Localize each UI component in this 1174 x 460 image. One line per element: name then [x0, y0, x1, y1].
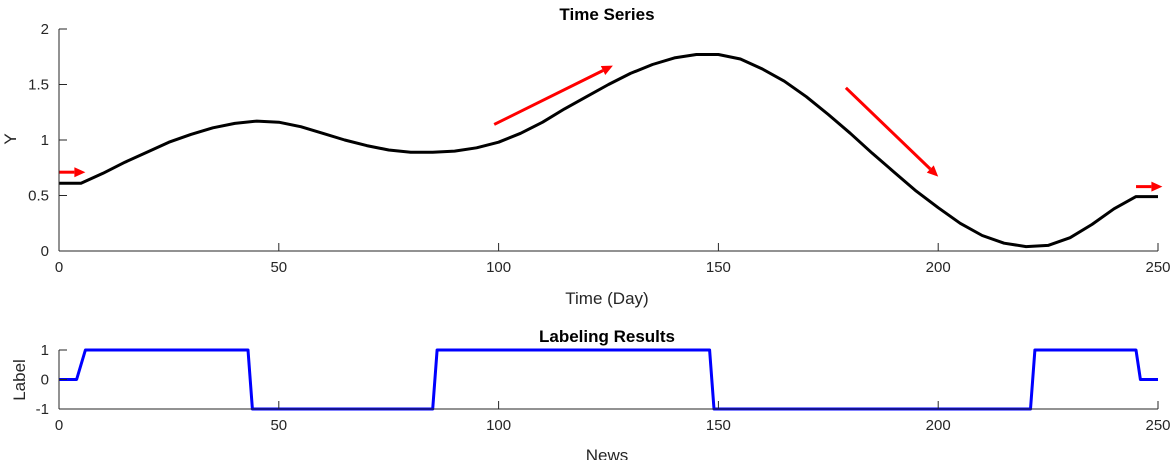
x-tick-label: 200 — [926, 259, 951, 276]
labeling-results-xlabel: News — [586, 446, 629, 460]
x-tick-label: 250 — [1145, 417, 1170, 434]
y-tick-label: 0 — [41, 372, 49, 389]
y-tick-label: 1.5 — [28, 77, 49, 94]
x-tick-label: 150 — [706, 417, 731, 434]
labeling-results-title: Labeling Results — [539, 327, 675, 346]
x-tick-label: 50 — [270, 417, 287, 434]
y-tick-label: 1 — [41, 132, 49, 149]
x-tick-label: 100 — [486, 417, 511, 434]
arrow-head — [74, 167, 86, 178]
x-tick-label: 50 — [270, 259, 287, 276]
arrow-shaft — [844, 86, 932, 171]
red-arrow-icon — [59, 167, 86, 178]
time-series-annotations — [59, 65, 1163, 192]
time-series-lines — [59, 53, 1158, 249]
x-tick-label: 200 — [926, 417, 951, 434]
x-tick-label: 0 — [55, 259, 63, 276]
labeling-results-ylabel: Label — [10, 359, 29, 401]
labeling-results-lines — [59, 348, 1158, 411]
time-series-title: Time Series — [559, 5, 654, 24]
time-series-xlabel: Time (Day) — [565, 289, 648, 308]
x-tick-label: 150 — [706, 259, 731, 276]
x-tick-label: 250 — [1145, 259, 1170, 276]
labeling-results-series-line — [59, 348, 1158, 411]
y-tick-label: 2 — [41, 21, 49, 38]
arrow-head — [1151, 181, 1163, 192]
arrow-head — [926, 165, 939, 177]
labeling-results-panel: Labeling Results 0 50 100 150 200 250 -1 0 1 New… — [10, 327, 1171, 460]
y-tick-label: 0.5 — [28, 188, 49, 205]
x-tick-label: 100 — [486, 259, 511, 276]
y-tick-label: -1 — [36, 401, 49, 418]
red-arrow-icon — [844, 86, 939, 177]
time-series-panel: Time Series 0 50 100 150 200 250 0 0.5 1 1.5 2 Tim… — [1, 5, 1171, 308]
labeling-results-axes: 0 50 100 150 200 250 -1 0 1 — [36, 342, 1171, 434]
red-arrow-icon — [1136, 181, 1163, 192]
x-tick-label: 0 — [55, 417, 63, 434]
time-series-ylabel: Y — [1, 133, 20, 144]
arrow-shaft — [493, 69, 604, 126]
red-arrow-icon — [493, 65, 613, 126]
y-tick-label: 0 — [41, 243, 49, 260]
y-tick-label: 1 — [41, 342, 49, 359]
time-series-series-line — [59, 53, 1158, 249]
arrow-head — [600, 65, 613, 75]
time-series-axes: 0 50 100 150 200 250 0 0.5 1 1.5 2 — [28, 21, 1170, 276]
